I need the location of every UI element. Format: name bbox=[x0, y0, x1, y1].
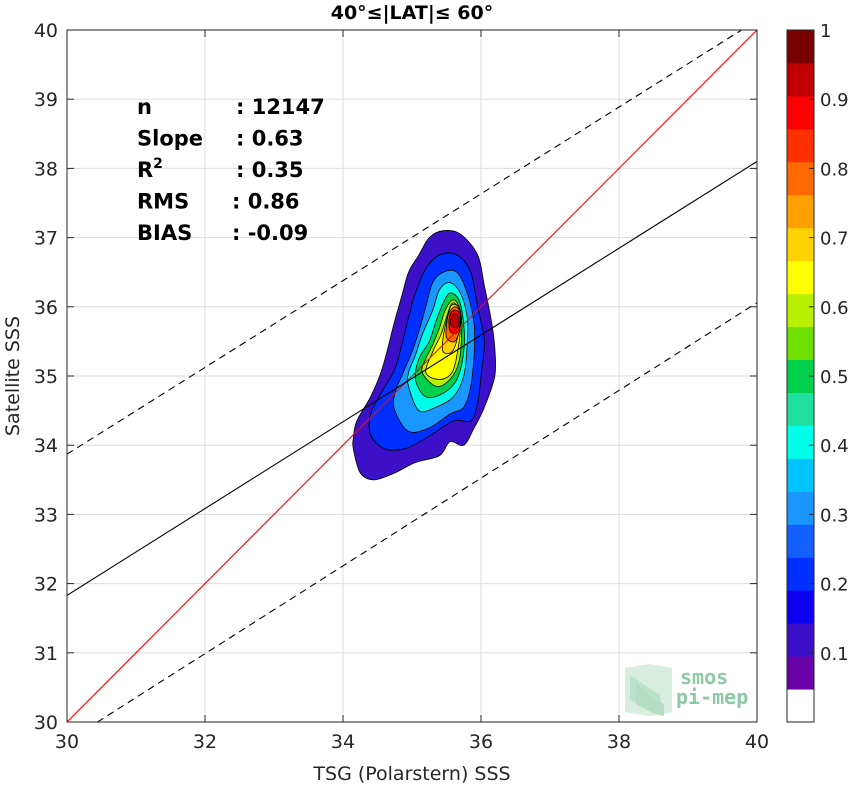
y-tick-label: 35 bbox=[34, 366, 58, 388]
density-contour bbox=[450, 313, 460, 329]
line-fit- bbox=[96, 302, 757, 722]
colorbar-tick-label: 0.3 bbox=[820, 505, 849, 526]
stat-value: : 0.35 bbox=[236, 158, 304, 182]
colorbar-segment bbox=[787, 194, 814, 229]
line-1:1 bbox=[67, 30, 757, 722]
x-axis-label: TSG (Polarstern) SSS bbox=[312, 763, 510, 785]
x-tick-label: 40 bbox=[745, 731, 769, 753]
colorbar-segment bbox=[787, 656, 814, 690]
logo-text-smos: smos bbox=[680, 665, 728, 689]
colorbar-tick-label: 0.9 bbox=[820, 90, 849, 111]
colorbar-segment bbox=[787, 95, 814, 130]
colorbar bbox=[786, 29, 815, 723]
stat-name: BIAS bbox=[137, 221, 192, 245]
colorbar-segment bbox=[787, 30, 814, 64]
colorbar-tick-label: 0.5 bbox=[820, 367, 849, 388]
stat-name: RMS bbox=[137, 190, 189, 214]
logo-wave-icon bbox=[625, 664, 672, 716]
x-tick-label: 32 bbox=[193, 731, 217, 753]
stat-name: n bbox=[137, 95, 152, 119]
colorbar-segment bbox=[787, 623, 814, 657]
y-tick-label: 30 bbox=[34, 712, 58, 734]
colorbar-segment bbox=[787, 293, 814, 328]
stat-value: : 12147 bbox=[236, 95, 325, 119]
stat-value: : -0.09 bbox=[232, 221, 308, 245]
stat-name: Slope bbox=[137, 127, 203, 151]
colorbar-tick-label: 1 bbox=[820, 21, 831, 42]
colorbar-tick-label: 0.6 bbox=[820, 298, 849, 319]
colorbar-tick-label: 0.1 bbox=[820, 644, 849, 665]
colorbar-segment bbox=[787, 62, 814, 97]
y-tick-label: 36 bbox=[34, 297, 58, 319]
line-fit+ bbox=[67, 30, 743, 455]
colorbar-segment bbox=[787, 392, 814, 426]
colorbar-segment bbox=[787, 326, 814, 361]
colorbar-segment bbox=[787, 689, 814, 723]
density-contours bbox=[352, 230, 497, 481]
line-fit bbox=[67, 161, 757, 596]
y-tick-label: 40 bbox=[34, 20, 58, 42]
y-axis-label: Satellite SSS bbox=[2, 316, 24, 436]
colorbar-tick-label: 0.7 bbox=[820, 229, 849, 250]
colorbar-tick-label: 0.4 bbox=[820, 436, 849, 457]
colorbar-segment bbox=[787, 161, 814, 196]
x-tick-label: 36 bbox=[469, 731, 493, 753]
logo-text-pimep: pi-mep bbox=[676, 685, 748, 709]
colorbar-segment bbox=[787, 128, 814, 163]
colorbar-segment bbox=[787, 260, 814, 295]
y-tick-label: 33 bbox=[34, 504, 58, 526]
x-tick-label: 34 bbox=[331, 731, 355, 753]
smos-pi-mep-logo: smos pi-mep bbox=[625, 664, 748, 716]
regression-lines bbox=[67, 30, 757, 722]
colorbar-tick-label: 0.2 bbox=[820, 575, 849, 596]
stat-value: : 0.86 bbox=[232, 190, 300, 214]
y-tick-label: 32 bbox=[34, 574, 58, 596]
colorbar-segment bbox=[787, 524, 814, 558]
y-tick-label: 34 bbox=[34, 435, 58, 457]
colorbar-segment bbox=[787, 458, 814, 492]
x-tick-label: 30 bbox=[55, 731, 79, 753]
y-axis: 30 31 32 33 34 35 36 37 38 39 40 bbox=[34, 20, 757, 734]
colorbar-segment bbox=[787, 227, 814, 262]
x-tick-label: 38 bbox=[607, 731, 631, 753]
colorbar-segment bbox=[787, 557, 814, 591]
y-tick-label: 31 bbox=[34, 643, 58, 665]
colorbar-tick-label: 0.8 bbox=[820, 159, 849, 180]
x-axis: 30 32 34 36 38 40 bbox=[55, 30, 769, 753]
y-tick-label: 38 bbox=[34, 158, 58, 180]
y-tick-label: 39 bbox=[34, 89, 58, 111]
colorbar-ticks: 0.1 0.2 0.3 0.4 0.5 0.6 0.7 0.8 0.9 1 bbox=[809, 21, 849, 665]
colorbar-segment bbox=[787, 491, 814, 525]
y-tick-label: 37 bbox=[34, 228, 58, 250]
stat-value: : 0.63 bbox=[236, 127, 304, 151]
colorbar-segment bbox=[787, 425, 814, 459]
colorbar-segment bbox=[787, 590, 814, 624]
plot-title: 40°≤|LAT|≤ 60° bbox=[331, 2, 494, 24]
